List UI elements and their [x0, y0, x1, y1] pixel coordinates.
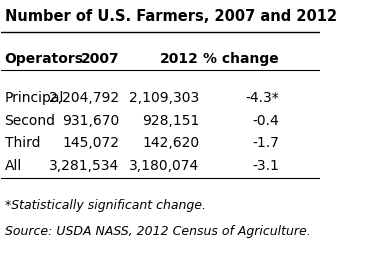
Text: *Statistically significant change.: *Statistically significant change.	[4, 199, 206, 212]
Text: 2007: 2007	[81, 52, 120, 66]
Text: 931,670: 931,670	[62, 113, 120, 127]
Text: % change: % change	[203, 52, 279, 66]
Text: 2,109,303: 2,109,303	[129, 91, 199, 104]
Text: 142,620: 142,620	[142, 136, 199, 150]
Text: 2,204,792: 2,204,792	[49, 91, 120, 104]
Text: Third: Third	[4, 136, 40, 150]
Text: 2012: 2012	[160, 52, 199, 66]
Text: -4.3*: -4.3*	[245, 91, 279, 104]
Text: 3,180,074: 3,180,074	[129, 158, 199, 172]
Text: Source: USDA NASS, 2012 Census of Agriculture.: Source: USDA NASS, 2012 Census of Agricu…	[4, 224, 310, 237]
Text: Principal: Principal	[4, 91, 64, 104]
Text: 3,281,534: 3,281,534	[49, 158, 120, 172]
Text: -0.4: -0.4	[252, 113, 279, 127]
Text: 928,151: 928,151	[142, 113, 199, 127]
Text: Operators: Operators	[4, 52, 84, 66]
Text: -3.1: -3.1	[252, 158, 279, 172]
Text: -1.7: -1.7	[252, 136, 279, 150]
Text: Second: Second	[4, 113, 55, 127]
Text: 145,072: 145,072	[63, 136, 120, 150]
Text: All: All	[4, 158, 22, 172]
Text: Number of U.S. Farmers, 2007 and 2012: Number of U.S. Farmers, 2007 and 2012	[4, 9, 337, 24]
